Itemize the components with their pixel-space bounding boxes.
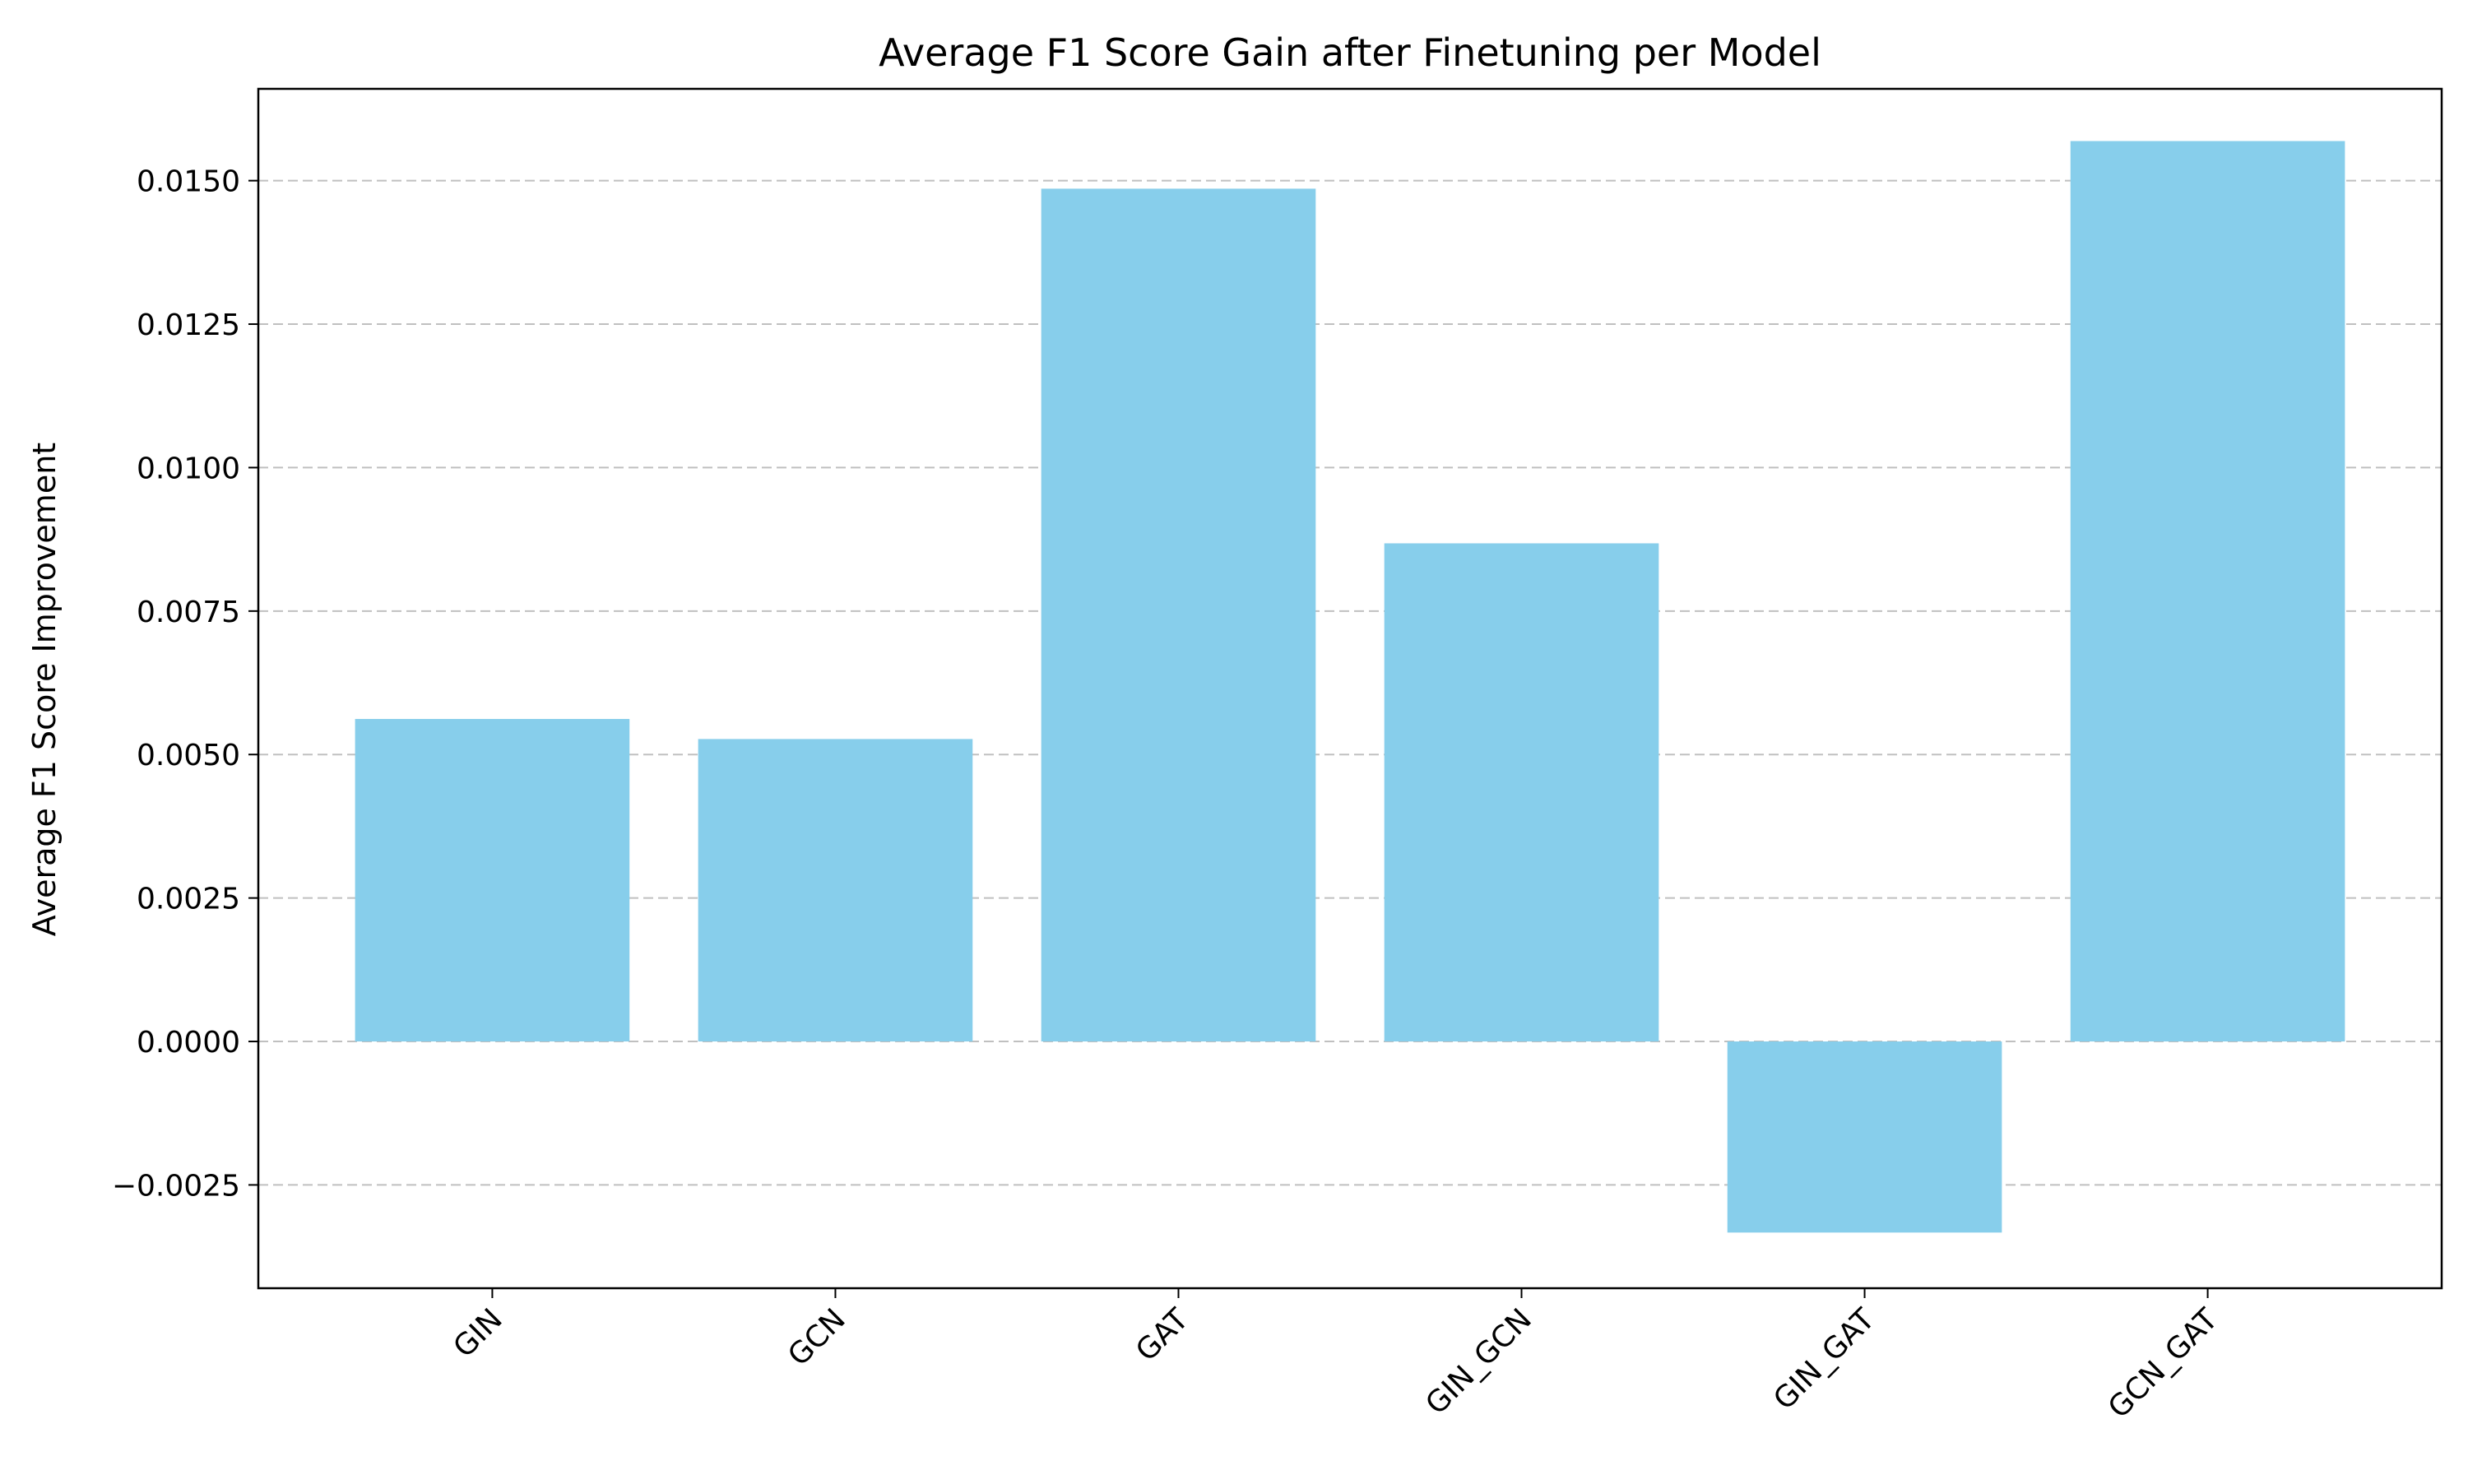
bar-gcn: [698, 739, 973, 1042]
x-tick-label: GIN_GCN: [1419, 1302, 1538, 1421]
bar-gin-gcn: [1384, 543, 1659, 1042]
y-axis-label: Average F1 Score Improvement: [26, 443, 63, 936]
bar-gcn-gat: [2070, 141, 2345, 1042]
bars: [355, 141, 2345, 1233]
x-tick-label: GCN: [782, 1302, 852, 1373]
y-tick-label: 0.0100: [137, 452, 240, 485]
y-tick-label: 0.0000: [137, 1026, 240, 1060]
x-tick-label: GCN_GAT: [2102, 1302, 2225, 1426]
y-tick-label: 0.0125: [137, 308, 240, 342]
bar-gin-gat: [1727, 1041, 2002, 1233]
y-tick-label: 0.0150: [137, 165, 240, 199]
bar-gin: [355, 718, 630, 1042]
y-tick-label: 0.0075: [137, 596, 240, 629]
x-tick-label: GIN_GAT: [1767, 1302, 1881, 1417]
x-tick-label: GIN: [448, 1302, 509, 1364]
plot-frame: [257, 87, 2443, 1290]
y-tick-label: 0.0025: [137, 883, 240, 916]
x-tick-label: GAT: [1130, 1302, 1195, 1368]
bar-gat: [1041, 188, 1316, 1042]
y-tick-label: 0.0050: [137, 739, 240, 772]
y-tick-label: −0.0025: [112, 1169, 240, 1203]
chart-title: Average F1 Score Gain after Finetuning p…: [879, 30, 1821, 75]
